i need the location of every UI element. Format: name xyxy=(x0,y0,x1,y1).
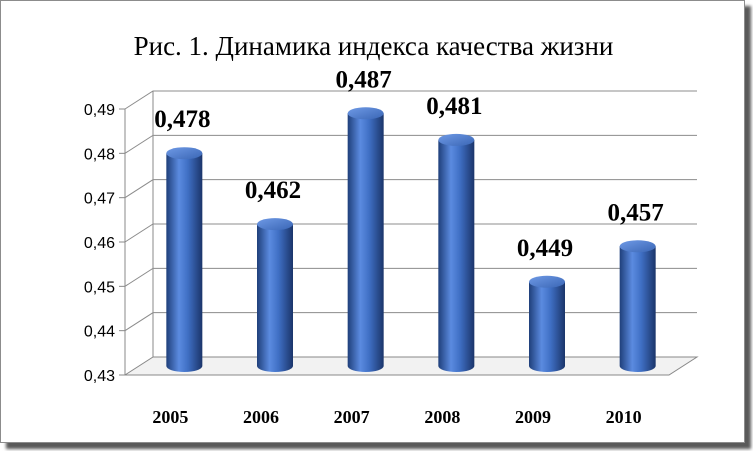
gridline xyxy=(124,267,697,287)
chart-title: Рис. 1. Динамика индекса качества жизни xyxy=(133,31,614,61)
y-tick-label: 0,48 xyxy=(84,146,115,163)
x-tick-label: 2006 xyxy=(243,407,279,427)
data-label: 0,457 xyxy=(608,199,664,226)
x-tick-label: 2005 xyxy=(152,407,188,427)
data-label: 0,478 xyxy=(154,106,210,133)
bar-2008 xyxy=(438,133,475,372)
y-tick-label: 0,43 xyxy=(84,368,115,385)
bar-2006 xyxy=(257,218,293,372)
bar-body xyxy=(257,224,293,372)
y-tick-label: 0,44 xyxy=(84,324,115,341)
data-label: 0,481 xyxy=(426,93,482,120)
gridline xyxy=(124,90,697,110)
x-tick-label: 2007 xyxy=(334,407,370,427)
x-tick-label: 2008 xyxy=(424,407,460,427)
bar-2009 xyxy=(529,275,565,372)
y-axis-ticks: 0,43 0,44 0,45 0,46 0,47 0,48 0,49 xyxy=(84,102,115,385)
data-label: 0,487 xyxy=(336,66,392,93)
bar-top xyxy=(166,147,203,160)
bar-top xyxy=(257,218,293,231)
bar-2010 xyxy=(619,240,656,372)
data-label: 0,462 xyxy=(245,177,301,204)
grid-layer xyxy=(119,90,699,376)
gridline xyxy=(124,179,697,199)
y-tick-label: 0,49 xyxy=(84,102,115,119)
bar-top xyxy=(529,275,565,288)
bar-2005 xyxy=(166,147,203,372)
bar-body xyxy=(347,113,384,373)
bar-top xyxy=(438,133,475,146)
y-tick-label: 0,47 xyxy=(84,191,115,208)
chart-floor xyxy=(123,356,699,376)
bar-2007 xyxy=(347,107,384,373)
data-labels: 0,478 0,462 0,487 0,481 0,449 0,457 xyxy=(154,66,664,261)
gridline xyxy=(124,134,697,154)
bar-top xyxy=(619,240,656,253)
data-label: 0,449 xyxy=(517,235,573,262)
x-tick-label: 2010 xyxy=(606,407,642,427)
gridline xyxy=(124,312,697,332)
y-tick-label: 0,45 xyxy=(84,279,115,296)
bar-body xyxy=(529,281,565,372)
bars xyxy=(166,107,656,373)
bar-body xyxy=(619,246,656,372)
y-tick-label: 0,46 xyxy=(84,235,115,252)
x-axis-ticks: 2005 2006 2007 2008 2009 2010 xyxy=(152,407,641,427)
bar-body xyxy=(166,153,203,372)
gridline xyxy=(124,223,697,243)
bar-body xyxy=(438,139,475,372)
x-tick-label: 2009 xyxy=(515,407,551,427)
bar-top xyxy=(347,107,384,120)
